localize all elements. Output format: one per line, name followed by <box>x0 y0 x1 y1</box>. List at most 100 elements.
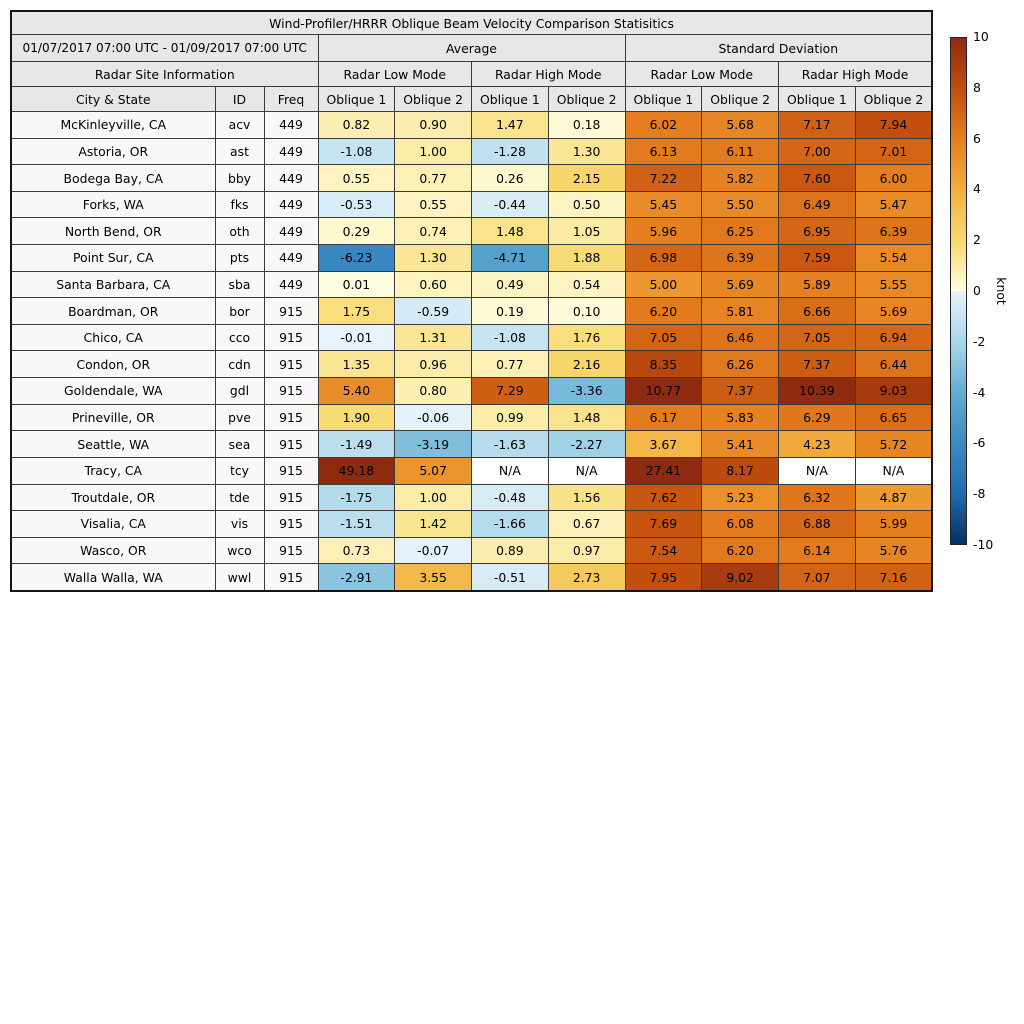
value-cell-std-low-oblique2: 6.39 <box>701 244 779 272</box>
value-cell-avg-low-oblique2: -3.19 <box>394 430 472 458</box>
value-cell-avg-low-oblique2: 3.55 <box>394 563 472 592</box>
table-row: North Bend, OR oth 449 0.29 0.74 1.48 1.05 5.96… <box>10 217 933 246</box>
value-cell-std-low-oblique2: 5.83 <box>701 403 779 432</box>
site-info-header: Radar Site Information <box>10 61 319 87</box>
table-row: Astoria, OR ast 449 -1.08 1.00 -1.28 1.30 6.13 6… <box>10 137 933 166</box>
value-cell-avg-high-oblique2: 1.76 <box>547 323 626 352</box>
freq-cell: 915 <box>263 323 319 352</box>
value-cell-avg-high-oblique1: -1.08 <box>471 323 549 352</box>
freq-cell: 449 <box>263 217 319 246</box>
city-state-cell: McKinleyville, CA <box>10 111 216 139</box>
value-cell-std-low-oblique1: 5.96 <box>624 217 703 246</box>
city-state-cell: Tracy, CA <box>10 456 216 485</box>
value-cell-std-low-oblique2: 6.20 <box>701 536 779 565</box>
colorbar-tick-label: 2 <box>973 231 981 247</box>
freq-cell: 915 <box>263 510 319 538</box>
value-cell-std-high-oblique1: 6.32 <box>778 483 856 512</box>
value-cell-avg-high-oblique2: 0.67 <box>547 510 626 538</box>
value-cell-avg-high-oblique1: 0.99 <box>471 403 549 432</box>
table-row: Boardman, OR bor 915 1.75 -0.59 0.19 0.10 6.20 5… <box>10 297 933 325</box>
value-cell-std-high-oblique1: 7.17 <box>778 111 856 139</box>
table-row: Prineville, OR pve 915 1.90 -0.06 0.99 1.48 6.1… <box>10 403 933 432</box>
city-state-cell: Seattle, WA <box>10 430 216 458</box>
value-cell-std-high-oblique1: N/A <box>778 456 856 485</box>
value-cell-std-low-oblique2: 5.68 <box>701 111 779 139</box>
value-cell-avg-low-oblique1: 1.35 <box>317 350 396 379</box>
value-cell-std-high-oblique1: 7.05 <box>778 323 856 352</box>
site-id-cell: acv <box>214 111 265 139</box>
value-cell-std-low-oblique2: 7.37 <box>701 377 779 405</box>
colorbar-gradient <box>950 37 967 545</box>
value-cell-avg-low-oblique2: 0.60 <box>394 270 472 299</box>
std-low-mode-header: Radar Low Mode <box>624 61 779 87</box>
value-cell-avg-low-oblique1: -2.91 <box>317 563 396 592</box>
value-cell-std-low-oblique2: 6.11 <box>701 137 779 166</box>
group-header-row: 01/07/2017 07:00 UTC - 01/09/2017 07:00 … <box>10 34 933 62</box>
value-cell-std-low-oblique2: 6.26 <box>701 350 779 379</box>
table-row: Seattle, WA sea 915 -1.49 -3.19 -1.63 -2.27 3.6… <box>10 430 933 458</box>
table-row: Condon, OR cdn 915 1.35 0.96 0.77 2.16 8.35 6.26… <box>10 350 933 379</box>
freq-cell: 915 <box>263 430 319 458</box>
city-state-cell: Visalia, CA <box>10 510 216 538</box>
column-header-row: City & State ID Freq Oblique 1 Oblique 2… <box>10 86 933 112</box>
site-id-cell: pts <box>214 244 265 272</box>
city-state-cell: Chico, CA <box>10 323 216 352</box>
city-state-cell: Boardman, OR <box>10 297 216 325</box>
value-cell-avg-high-oblique1: 0.77 <box>471 350 549 379</box>
col-header-std-high-oblique1: Oblique 1 <box>778 86 856 112</box>
value-cell-std-low-oblique1: 6.20 <box>624 297 703 325</box>
table-row: Wasco, OR wco 915 0.73 -0.07 0.89 0.97 7.54 6.20… <box>10 536 933 565</box>
site-id-cell: bby <box>214 164 265 192</box>
col-header-city-state: City & State <box>10 86 216 112</box>
table-row: Chico, CA cco 915 -0.01 1.31 -1.08 1.76 7.05 6.4… <box>10 323 933 352</box>
col-header-std-low-oblique2: Oblique 2 <box>701 86 779 112</box>
value-cell-std-low-oblique2: 5.69 <box>701 270 779 299</box>
value-cell-std-high-oblique2: N/A <box>854 456 933 485</box>
value-cell-std-low-oblique2: 5.23 <box>701 483 779 512</box>
value-cell-avg-low-oblique1: 0.29 <box>317 217 396 246</box>
value-cell-avg-low-oblique2: 0.96 <box>394 350 472 379</box>
value-cell-std-high-oblique2: 6.00 <box>854 164 933 192</box>
value-cell-avg-high-oblique2: -3.36 <box>547 377 626 405</box>
value-cell-std-low-oblique2: 5.41 <box>701 430 779 458</box>
value-cell-std-high-oblique2: 7.01 <box>854 137 933 166</box>
table-row: Walla Walla, WA wwl 915 -2.91 3.55 -0.51 2.73 7… <box>10 563 933 592</box>
col-header-avg-low-oblique2: Oblique 2 <box>394 86 472 112</box>
colorbar-tick-label: 0 <box>973 282 981 298</box>
value-cell-avg-low-oblique1: 1.90 <box>317 403 396 432</box>
value-cell-std-low-oblique1: 6.13 <box>624 137 703 166</box>
value-cell-std-high-oblique1: 7.07 <box>778 563 856 592</box>
value-cell-avg-low-oblique2: 0.90 <box>394 111 472 139</box>
value-cell-std-low-oblique1: 5.45 <box>624 190 703 219</box>
value-cell-std-low-oblique2: 5.81 <box>701 297 779 325</box>
value-cell-avg-high-oblique1: N/A <box>471 456 549 485</box>
city-state-cell: Prineville, OR <box>10 403 216 432</box>
city-state-cell: Point Sur, CA <box>10 244 216 272</box>
colorbar-tick-label: 10 <box>973 28 989 44</box>
freq-cell: 915 <box>263 456 319 485</box>
table-row: Visalia, CA vis 915 -1.51 1.42 -1.66 0.67 7.69 6… <box>10 510 933 538</box>
freq-cell: 449 <box>263 111 319 139</box>
value-cell-avg-low-oblique2: 1.00 <box>394 483 472 512</box>
value-cell-std-high-oblique2: 5.69 <box>854 297 933 325</box>
value-cell-avg-low-oblique2: 0.77 <box>394 164 472 192</box>
site-id-cell: tcy <box>214 456 265 485</box>
value-cell-std-low-oblique2: 9.02 <box>701 563 779 592</box>
value-cell-avg-low-oblique2: 1.00 <box>394 137 472 166</box>
value-cell-std-high-oblique2: 5.55 <box>854 270 933 299</box>
value-cell-std-high-oblique1: 7.59 <box>778 244 856 272</box>
value-cell-std-high-oblique2: 7.16 <box>854 563 933 592</box>
value-cell-std-high-oblique1: 7.60 <box>778 164 856 192</box>
value-cell-std-high-oblique1: 7.00 <box>778 137 856 166</box>
col-header-std-low-oblique1: Oblique 1 <box>624 86 703 112</box>
value-cell-avg-low-oblique1: 5.40 <box>317 377 396 405</box>
value-cell-avg-high-oblique1: -1.28 <box>471 137 549 166</box>
city-state-cell: North Bend, OR <box>10 217 216 246</box>
mode-header-row: Radar Site Information Radar Low Mode Ra… <box>10 61 933 87</box>
value-cell-avg-low-oblique2: 0.55 <box>394 190 472 219</box>
value-cell-avg-high-oblique2: N/A <box>547 456 626 485</box>
col-header-avg-high-oblique2: Oblique 2 <box>547 86 626 112</box>
value-cell-std-high-oblique1: 6.88 <box>778 510 856 538</box>
value-cell-avg-high-oblique2: 1.30 <box>547 137 626 166</box>
value-cell-std-low-oblique1: 7.95 <box>624 563 703 592</box>
